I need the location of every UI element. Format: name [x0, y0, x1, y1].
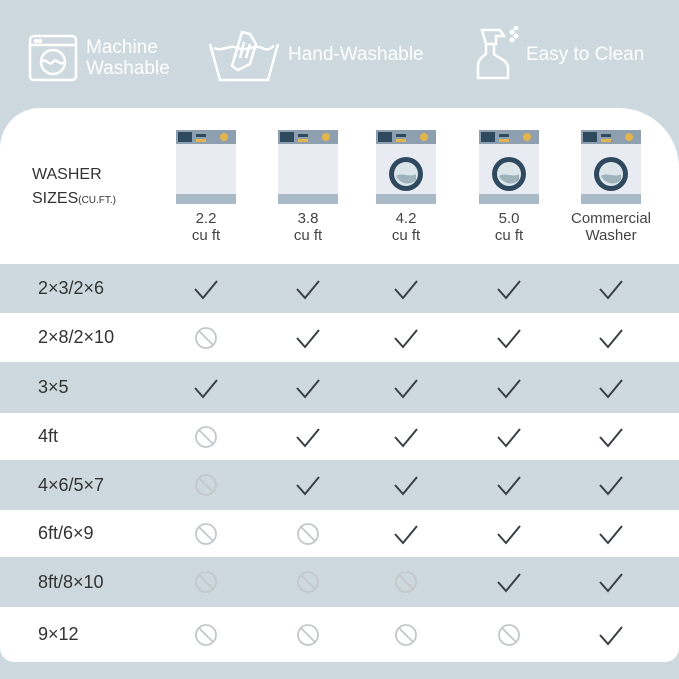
washer-image — [278, 130, 338, 204]
column-label: Washer — [585, 227, 637, 244]
check-icon — [494, 274, 524, 304]
not-compatible-icon — [191, 620, 221, 650]
feature-hand-washable: Hand-Washable — [208, 26, 424, 82]
feature-easy-clean: Easy to Clean — [474, 26, 644, 82]
washer-image — [176, 130, 236, 204]
spray-bottle-icon — [476, 26, 519, 80]
check-icon — [494, 519, 524, 549]
column-label: cu ft — [391, 227, 421, 244]
feature-label: Hand-Washable — [288, 43, 424, 65]
check-icon — [391, 519, 421, 549]
not-compatible-icon — [494, 620, 524, 650]
check-icon — [596, 373, 626, 403]
check-icon — [293, 422, 323, 452]
check-icon — [596, 323, 626, 353]
washer-image — [479, 130, 539, 204]
washer-image — [376, 130, 436, 204]
compatibility-table: WASHER SIZES(CU.FT.) 2.2 cu ft 3.8 cu ft 4.2… — [0, 108, 679, 662]
check-icon — [293, 470, 323, 500]
table-row: 2×8/2×10 — [0, 313, 679, 362]
feature-label: Machine — [86, 37, 158, 58]
table-row: 8ft/8×10 — [0, 557, 679, 607]
check-icon — [596, 567, 626, 597]
not-compatible-icon — [293, 567, 323, 597]
not-compatible-icon — [293, 620, 323, 650]
column-label: 3.8 — [297, 210, 319, 227]
check-icon — [191, 274, 221, 304]
size-label: 4ft — [38, 426, 59, 446]
check-icon — [494, 567, 524, 597]
table-row: 9×12 — [0, 607, 679, 662]
not-compatible-icon — [391, 567, 421, 597]
not-compatible-icon — [191, 470, 221, 500]
check-icon — [391, 470, 421, 500]
check-icon — [391, 323, 421, 353]
check-icon — [293, 274, 323, 304]
table-row: 4×6/5×7 — [0, 460, 679, 510]
check-icon — [596, 620, 626, 650]
check-icon — [391, 373, 421, 403]
table-row: 6ft/6×9 — [0, 510, 679, 557]
size-label: 6ft/6×9 — [38, 523, 94, 543]
check-icon — [391, 274, 421, 304]
table-header-label: WASHER SIZES(CU.FT.) — [32, 163, 116, 213]
column-label: cu ft — [191, 227, 221, 244]
not-compatible-icon — [293, 519, 323, 549]
check-icon — [293, 323, 323, 353]
table-row: 2×3/2×6 — [0, 264, 679, 313]
column-label: 5.0 — [498, 210, 520, 227]
check-icon — [596, 422, 626, 452]
column-header: 4.2 cu ft — [356, 130, 456, 244]
check-icon — [293, 373, 323, 403]
feature-label: Easy to Clean — [526, 43, 645, 65]
column-header: 5.0 cu ft — [459, 130, 559, 244]
header-line: SIZES — [32, 190, 79, 207]
header-unit: (CU.FT.) — [78, 195, 117, 206]
check-icon — [391, 422, 421, 452]
check-icon — [494, 470, 524, 500]
column-label: cu ft — [293, 227, 323, 244]
not-compatible-icon — [191, 422, 221, 452]
table-row: 3×5 — [0, 362, 679, 413]
size-label: 4×6/5×7 — [38, 474, 105, 495]
size-label: 2×8/2×10 — [38, 327, 115, 347]
check-icon — [596, 519, 626, 549]
size-label: 2×3/2×6 — [38, 278, 105, 298]
column-header: 3.8 cu ft — [258, 130, 358, 244]
washing-machine-icon — [28, 34, 78, 82]
size-label: 3×5 — [38, 377, 69, 397]
check-icon — [494, 422, 524, 452]
hand-wash-icon — [208, 30, 280, 82]
column-label: Commercial — [570, 210, 651, 227]
feature-machine-washable: Machine Washable — [28, 34, 170, 82]
size-label: 8ft/8×10 — [38, 571, 104, 592]
check-icon — [191, 373, 221, 403]
not-compatible-icon — [391, 620, 421, 650]
column-label: 2.2 — [195, 210, 217, 227]
column-header: 2.2 cu ft — [156, 130, 256, 244]
column-header: Commercial Washer — [561, 130, 661, 244]
check-icon — [596, 470, 626, 500]
header-line: WASHER — [32, 166, 102, 183]
feature-label: Washable — [86, 58, 170, 79]
column-label: cu ft — [494, 227, 524, 244]
not-compatible-icon — [191, 519, 221, 549]
check-icon — [596, 274, 626, 304]
not-compatible-icon — [191, 323, 221, 353]
table-row: 4ft — [0, 413, 679, 460]
check-icon — [494, 323, 524, 353]
column-label: 4.2 — [395, 210, 417, 227]
not-compatible-icon — [191, 567, 221, 597]
check-icon — [494, 373, 524, 403]
size-label: 9×12 — [38, 624, 79, 644]
washer-image — [581, 130, 641, 204]
